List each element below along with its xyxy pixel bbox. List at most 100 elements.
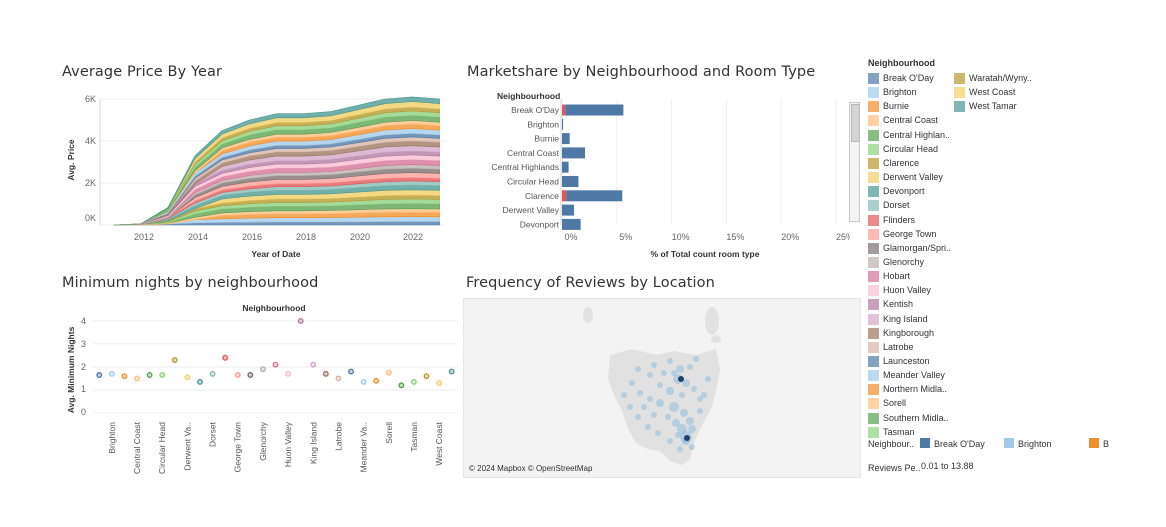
review-hotspot[interactable] [678, 376, 684, 382]
share-bar[interactable] [562, 161, 569, 173]
minnights-dot[interactable] [360, 378, 367, 385]
review-density-dot[interactable] [697, 396, 703, 402]
review-density-dot[interactable] [666, 387, 674, 395]
price-area-series[interactable] [113, 96, 440, 226]
minnights-dot[interactable] [134, 375, 141, 382]
review-density-dot[interactable] [651, 412, 657, 418]
review-density-dot[interactable] [656, 399, 664, 407]
minnights-dot[interactable] [96, 372, 103, 378]
review-density-dot[interactable] [635, 366, 641, 372]
minnights-xtick: Dorset [208, 421, 218, 447]
color-legend-item[interactable]: Break O'Day [920, 438, 985, 449]
review-density-dot[interactable] [621, 392, 627, 398]
review-density-dot[interactable] [629, 380, 635, 386]
share-bar[interactable] [562, 147, 586, 159]
review-density-dot[interactable] [679, 392, 685, 398]
share-bar[interactable] [562, 218, 581, 230]
minnights-dot[interactable] [297, 317, 304, 324]
review-density-dot[interactable] [647, 396, 653, 402]
minnights-dot[interactable] [348, 368, 354, 375]
minnights-dot[interactable] [436, 380, 443, 387]
review-density-dot[interactable] [669, 402, 679, 412]
minnights-dot[interactable] [146, 372, 153, 378]
share-xtick: 25% [836, 232, 850, 242]
minnights-dot[interactable] [448, 368, 455, 375]
legend-swatch [868, 143, 879, 155]
minnights-dot[interactable] [222, 354, 229, 361]
review-density-dot[interactable] [688, 425, 696, 433]
minnights-dot[interactable] [171, 357, 178, 363]
review-density-dot[interactable] [701, 392, 707, 398]
share-bar[interactable] [562, 204, 575, 216]
minnights-dot[interactable] [184, 374, 191, 381]
review-density-dot[interactable] [691, 386, 697, 392]
review-density-dot[interactable] [689, 444, 695, 450]
review-density-dot[interactable] [641, 404, 647, 410]
minnights-dot[interactable] [259, 366, 266, 373]
minnights-dot[interactable] [108, 370, 115, 377]
share-bar[interactable] [566, 190, 623, 202]
review-density-dot[interactable] [680, 409, 688, 417]
review-density-dot[interactable] [665, 414, 671, 420]
review-density-dot[interactable] [627, 404, 633, 410]
review-density-dot[interactable] [682, 379, 690, 387]
review-density-dot[interactable] [651, 362, 657, 368]
share-scrollbar[interactable] [849, 102, 860, 222]
review-density-dot[interactable] [705, 376, 711, 382]
minnights-dot[interactable] [272, 361, 279, 368]
minnights-dot[interactable] [373, 377, 380, 384]
price-area-chart[interactable]: 6K 4K 2K 0K Avg. Price 2012 2014 2016 20… [60, 85, 450, 265]
review-density-dot[interactable] [655, 430, 661, 436]
review-density-dot[interactable] [675, 432, 681, 438]
share-bar-segment[interactable] [562, 190, 567, 202]
minnights-dot-chart[interactable]: Neighbourhood 4 3 2 1 0 Avg. Minimum Nig… [60, 298, 460, 478]
review-density-dot[interactable] [677, 446, 683, 452]
review-density-dot[interactable] [637, 390, 643, 396]
share-bar[interactable] [565, 104, 624, 116]
share-bar[interactable] [562, 133, 570, 145]
review-density-dot[interactable] [676, 365, 684, 373]
review-hotspot[interactable] [684, 435, 690, 441]
minnights-dot[interactable] [398, 382, 405, 389]
minnights-dot[interactable] [209, 370, 216, 377]
review-density-dot[interactable] [693, 356, 699, 362]
review-density-dot[interactable] [672, 419, 680, 427]
review-density-dot[interactable] [667, 438, 673, 444]
minnights-dot[interactable] [410, 378, 417, 385]
minnights-dot[interactable] [197, 378, 203, 385]
share-bar[interactable] [562, 118, 564, 130]
minnights-dot[interactable] [234, 372, 241, 378]
tasmania-map[interactable] [464, 299, 860, 477]
review-density-dot[interactable] [635, 414, 641, 420]
reviews-map[interactable]: © 2024 Mapbox © OpenStreetMap [463, 298, 861, 478]
share-bar-segment[interactable] [562, 104, 566, 116]
review-density-dot[interactable] [661, 370, 667, 376]
review-density-dot[interactable] [671, 370, 677, 376]
minnights-dot[interactable] [322, 370, 329, 377]
color-legend-item[interactable]: B [1089, 438, 1109, 449]
minnights-dot[interactable] [247, 372, 254, 378]
price-ylabel: Avg. Price [66, 139, 76, 181]
review-density-dot[interactable] [686, 417, 694, 425]
minnights-dot[interactable] [423, 373, 430, 380]
review-density-dot[interactable] [645, 424, 651, 430]
review-density-dot[interactable] [657, 382, 663, 388]
review-density-dot[interactable] [687, 364, 693, 370]
minnights-dot[interactable] [121, 373, 128, 380]
review-density-dot[interactable] [667, 358, 673, 364]
flinders-island [705, 307, 719, 335]
review-density-dot[interactable] [677, 424, 687, 434]
minnights-xtick: George Town [233, 422, 243, 473]
minnights-dot[interactable] [335, 375, 342, 382]
review-density-dot[interactable] [647, 372, 653, 378]
review-density-dot[interactable] [697, 408, 703, 414]
minnights-dot[interactable] [159, 372, 166, 378]
share-bar-chart[interactable]: Neighbourhood Break O'Day Brighton Burnie C… [465, 85, 850, 265]
share-scrollbar-thumb[interactable] [851, 104, 860, 142]
minnights-dot[interactable] [285, 370, 292, 377]
legend-label: George Town [883, 228, 937, 239]
share-bar[interactable] [562, 176, 579, 187]
color-legend-item[interactable]: Brighton [1004, 438, 1052, 449]
minnights-dot[interactable] [385, 369, 392, 376]
minnights-dot[interactable] [310, 361, 317, 368]
